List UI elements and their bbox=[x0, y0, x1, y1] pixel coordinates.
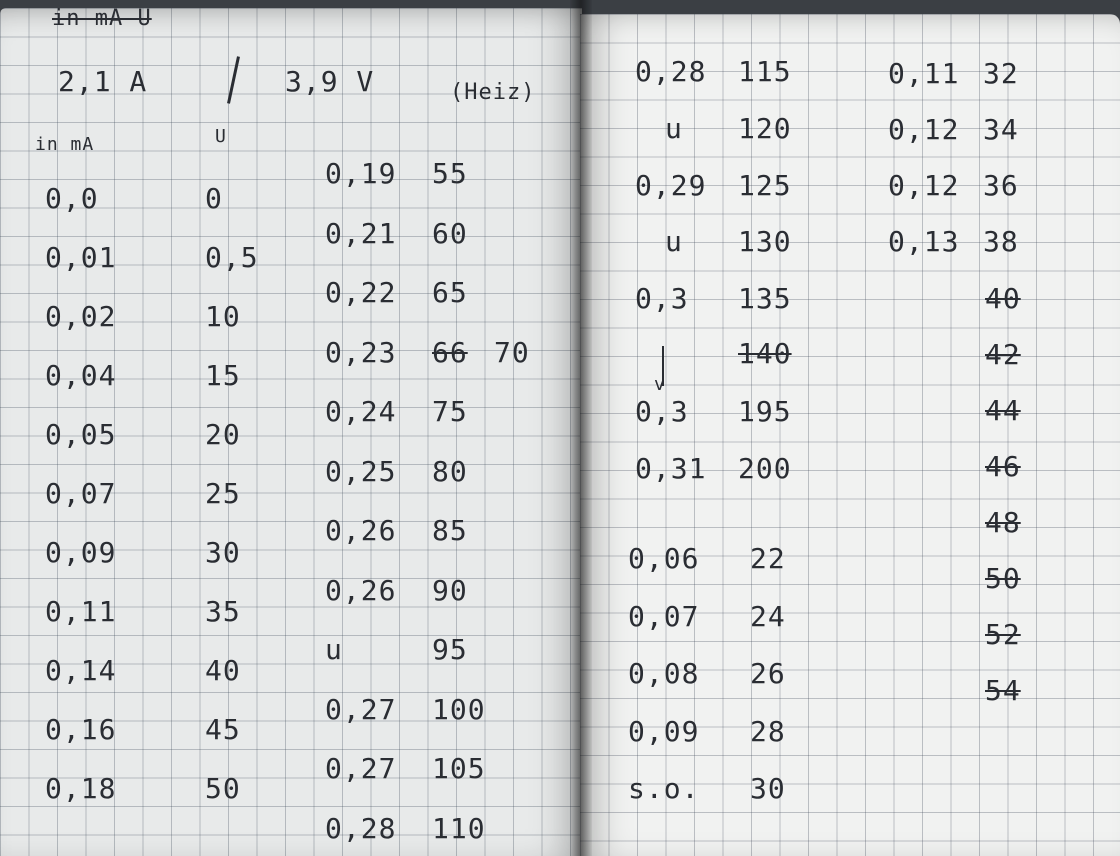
right-a-voltage-4: 135 bbox=[738, 282, 792, 315]
left-current-9: 0,16 bbox=[45, 713, 117, 746]
left-current-5: 0,07 bbox=[45, 477, 117, 510]
right-a-current-6: 0,3 bbox=[635, 395, 689, 428]
far-right-voltage-2: 36 bbox=[983, 169, 1019, 202]
mid-current-7: 0,26 bbox=[325, 573, 397, 607]
left-voltage-6: 30 bbox=[205, 536, 241, 569]
right-b-current-1: 0,07 bbox=[628, 599, 700, 633]
mid-current-0: 0,19 bbox=[325, 157, 397, 190]
far-right-struck-voltage-3: 46 bbox=[985, 450, 1021, 483]
left-voltage-0: 0 bbox=[205, 182, 223, 215]
mid-current-6: 0,26 bbox=[325, 514, 397, 547]
mid-voltage-4: 75 bbox=[432, 395, 468, 428]
left-current-0: 0,0 bbox=[45, 182, 99, 215]
mid-voltage-8: 95 bbox=[432, 633, 468, 666]
mid-voltage-9: 100 bbox=[432, 692, 486, 726]
right-a-voltage-2: 125 bbox=[738, 169, 792, 202]
right-a-current-1: u bbox=[665, 112, 683, 145]
left-header-current: in mA bbox=[35, 134, 95, 155]
far-right-struck-voltage-7: 54 bbox=[985, 674, 1021, 707]
right-b-current-0: 0,06 bbox=[628, 542, 700, 575]
header-current: 2,1 A bbox=[58, 65, 148, 98]
left-voltage-4: 20 bbox=[205, 418, 241, 451]
mid-current-8: u bbox=[325, 633, 343, 666]
far-right-current-1: 0,12 bbox=[888, 113, 960, 146]
far-right-voltage-1: 34 bbox=[983, 113, 1019, 146]
left-current-7: 0,11 bbox=[45, 595, 117, 628]
left-voltage-1: 0,5 bbox=[205, 241, 259, 274]
mid-voltage-5: 80 bbox=[432, 454, 468, 488]
right-a-current-7: 0,31 bbox=[635, 452, 707, 485]
far-right-struck-voltage-1: 42 bbox=[985, 338, 1021, 371]
far-right-voltage-0: 32 bbox=[983, 57, 1019, 90]
left-header-voltage: U bbox=[215, 126, 227, 147]
left-notebook-page bbox=[0, 8, 582, 856]
far-right-struck-voltage-2: 44 bbox=[985, 394, 1021, 427]
right-a-voltage-5: 140 bbox=[738, 337, 792, 370]
mid-current-10: 0,27 bbox=[325, 752, 397, 785]
struck-header-label: in mA U bbox=[52, 6, 152, 31]
left-current-10: 0,18 bbox=[45, 772, 117, 805]
mid-voltage-2: 65 bbox=[432, 276, 468, 309]
right-a-voltage-0: 115 bbox=[738, 55, 792, 88]
right-b-voltage-2: 26 bbox=[750, 657, 786, 690]
far-right-struck-voltage-0: 40 bbox=[985, 282, 1021, 315]
mid-voltage-struck-3: 66 bbox=[432, 335, 468, 369]
far-right-struck-voltage-4: 48 bbox=[985, 506, 1021, 539]
far-right-current-0: 0,11 bbox=[888, 57, 960, 90]
left-current-4: 0,05 bbox=[45, 418, 117, 451]
right-a-current-4: 0,3 bbox=[635, 282, 689, 315]
left-current-8: 0,14 bbox=[45, 654, 117, 687]
down-arrow-shaft bbox=[662, 346, 664, 386]
right-notebook-page bbox=[580, 14, 1120, 856]
mid-current-11: 0,28 bbox=[325, 811, 397, 845]
left-voltage-8: 40 bbox=[205, 654, 241, 687]
left-voltage-5: 25 bbox=[205, 477, 241, 510]
right-a-voltage-7: 200 bbox=[738, 452, 792, 485]
mid-voltage-7: 90 bbox=[432, 573, 468, 607]
header-voltage: 3,9 V bbox=[285, 65, 375, 98]
right-b-current-3: 0,09 bbox=[628, 714, 700, 748]
mid-current-4: 0,24 bbox=[325, 395, 397, 428]
left-voltage-10: 50 bbox=[205, 772, 241, 805]
mid-current-3: 0,23 bbox=[325, 335, 397, 369]
mid-current-5: 0,25 bbox=[325, 454, 397, 488]
mid-current-2: 0,22 bbox=[325, 276, 397, 309]
mid-voltage-1: 60 bbox=[432, 216, 468, 250]
mid-current-9: 0,27 bbox=[325, 692, 397, 726]
left-voltage-2: 10 bbox=[205, 300, 241, 333]
left-current-3: 0,04 bbox=[45, 359, 117, 392]
left-current-1: 0,01 bbox=[45, 241, 117, 274]
far-right-current-3: 0,13 bbox=[888, 225, 960, 258]
right-a-voltage-6: 195 bbox=[738, 395, 792, 428]
right-b-voltage-4: 30 bbox=[750, 772, 786, 805]
down-arrow-head-icon: v bbox=[654, 374, 666, 395]
right-a-current-2: 0,29 bbox=[635, 169, 707, 202]
right-b-voltage-0: 22 bbox=[750, 542, 786, 575]
notebook-spine bbox=[570, 0, 592, 856]
left-current-2: 0,02 bbox=[45, 300, 117, 333]
right-b-voltage-3: 28 bbox=[750, 714, 786, 748]
left-voltage-3: 15 bbox=[205, 359, 241, 392]
left-voltage-9: 45 bbox=[205, 713, 241, 746]
far-right-struck-voltage-6: 52 bbox=[985, 618, 1021, 651]
right-a-voltage-3: 130 bbox=[738, 225, 792, 258]
far-right-voltage-3: 38 bbox=[983, 225, 1019, 258]
right-a-voltage-1: 120 bbox=[738, 112, 792, 145]
right-b-current-2: 0,08 bbox=[628, 657, 700, 690]
right-b-current-4: s.o. bbox=[628, 772, 700, 805]
mid-current-1: 0,21 bbox=[325, 216, 397, 250]
left-current-6: 0,09 bbox=[45, 536, 117, 569]
mid-voltage-0: 55 bbox=[432, 157, 468, 190]
right-a-current-0: 0,28 bbox=[635, 55, 707, 88]
far-right-struck-voltage-5: 50 bbox=[985, 562, 1021, 595]
header-note: (Heiz) bbox=[450, 80, 536, 105]
right-b-voltage-1: 24 bbox=[750, 599, 786, 633]
mid-voltage-3: 70 bbox=[494, 335, 530, 369]
right-a-current-3: u bbox=[665, 225, 683, 258]
mid-voltage-11: 110 bbox=[432, 811, 486, 845]
mid-voltage-10: 105 bbox=[432, 752, 486, 785]
left-voltage-7: 35 bbox=[205, 595, 241, 628]
mid-voltage-6: 85 bbox=[432, 514, 468, 547]
far-right-current-2: 0,12 bbox=[888, 169, 960, 202]
